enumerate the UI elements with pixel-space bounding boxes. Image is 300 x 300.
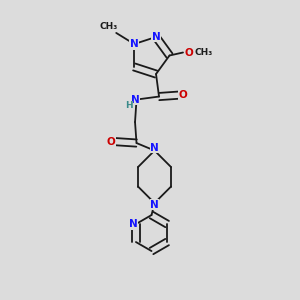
Text: N: N [152,32,161,42]
Text: CH₃: CH₃ [100,22,118,32]
Text: N: N [129,219,137,229]
Text: H: H [125,101,133,110]
Text: N: N [150,200,159,209]
Text: N: N [131,94,140,104]
Text: O: O [184,47,194,58]
Text: N: N [150,142,159,152]
Text: N: N [130,39,139,49]
Text: O: O [179,90,188,100]
Text: O: O [107,136,116,146]
Text: CH₃: CH₃ [195,48,213,57]
